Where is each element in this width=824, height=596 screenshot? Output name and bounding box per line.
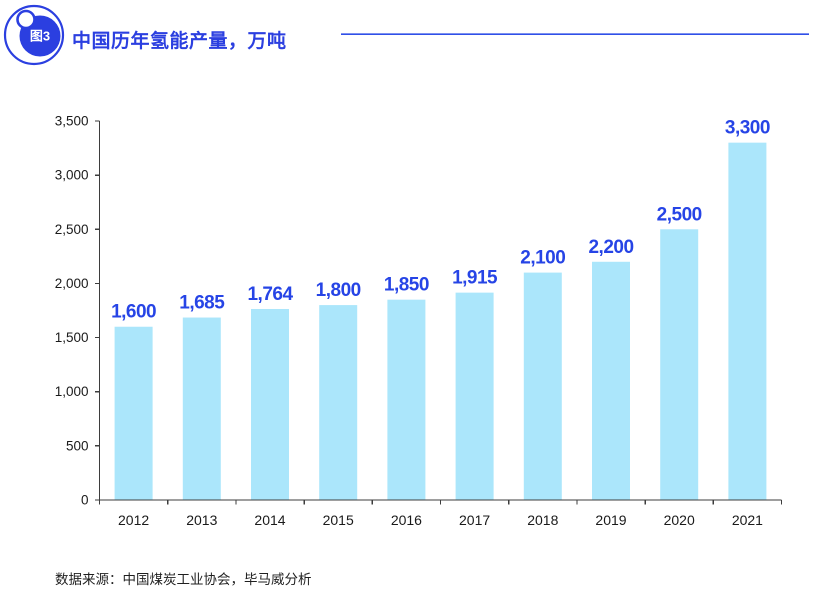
y-tick-label: 0 <box>81 493 89 508</box>
y-tick-label: 2,500 <box>55 222 89 237</box>
bar-value-label: 1,850 <box>384 275 429 296</box>
bar <box>319 305 358 500</box>
y-tick-label: 3,500 <box>55 114 89 129</box>
bar <box>523 272 562 500</box>
bar-chart: 0 500 1,000 1,500 2,000 2,500 3,000 3,500 1,600 2… <box>55 114 783 528</box>
badge-ring <box>3 4 65 66</box>
bar-value-label: 2,100 <box>520 248 565 269</box>
bar-value-label: 2,500 <box>657 204 702 225</box>
bar <box>660 229 699 501</box>
data-source: 数据来源：中国煤炭工业协会，毕马威分析 <box>55 572 312 587</box>
bar <box>387 299 426 500</box>
bar-value-label: 1,800 <box>316 280 361 301</box>
x-tick-label: 2017 <box>459 512 490 528</box>
bar-value-label: 3,300 <box>725 118 770 139</box>
bar-value-label: 1,915 <box>452 268 498 289</box>
badge-label: 图3 <box>30 28 50 43</box>
bar <box>182 317 221 500</box>
x-tick-label: 2018 <box>527 512 558 528</box>
bar <box>455 292 494 500</box>
y-tick-label: 1,000 <box>55 384 89 399</box>
bar-value-label: 1,685 <box>179 293 225 314</box>
y-tick-label: 3,000 <box>55 168 89 183</box>
figure-badge: 图3 <box>3 4 65 66</box>
bar-value-label: 1,764 <box>247 284 293 305</box>
y-tick-label: 1,500 <box>55 330 89 345</box>
x-tick-label: 2020 <box>664 512 695 528</box>
badge-dot <box>16 9 36 30</box>
x-tick-label: 2014 <box>254 512 285 528</box>
bar <box>728 142 767 500</box>
x-tick-label: 2019 <box>595 512 626 528</box>
bar-value-label: 2,200 <box>588 237 633 258</box>
bar-value-label: 1,600 <box>111 302 156 323</box>
bar <box>114 326 153 500</box>
y-tick-label: 2,000 <box>55 276 89 291</box>
y-tick-label: 500 <box>66 438 89 453</box>
x-tick-label: 2013 <box>186 512 217 528</box>
x-tick-label: 2015 <box>323 512 354 528</box>
x-tick-label: 2016 <box>391 512 422 528</box>
x-tick-label: 2012 <box>118 512 149 528</box>
bar <box>592 261 630 500</box>
x-tick-label: 2021 <box>732 512 763 528</box>
bar <box>251 308 289 500</box>
header-divider-line <box>341 33 809 35</box>
chart-title: 中国历年氢能产量，万吨 <box>72 31 287 52</box>
